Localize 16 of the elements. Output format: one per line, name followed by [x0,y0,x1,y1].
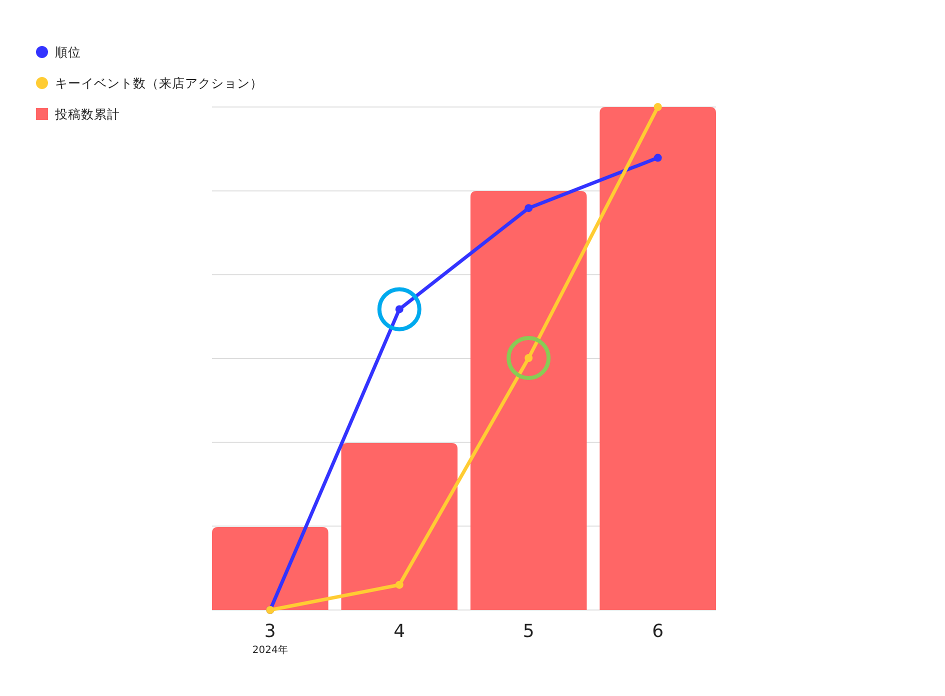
legend-label: 順位 [55,44,81,60]
x-tick-label: 5 [522,621,534,642]
x-tick-label: 3 [264,621,276,642]
bar [212,527,328,610]
legend-label: 投稿数累計 [54,106,120,122]
point [524,204,533,212]
text: 2024年 [252,644,288,656]
point [395,580,404,589]
point [654,103,662,111]
x-tick-label: 4 [394,621,406,642]
bar [470,191,587,610]
point [654,154,662,162]
bar [341,443,458,610]
x-tick-label: 6 [652,621,664,642]
bar [600,107,716,610]
legend-label: キーイベント数（来店アクション） [55,76,263,90]
